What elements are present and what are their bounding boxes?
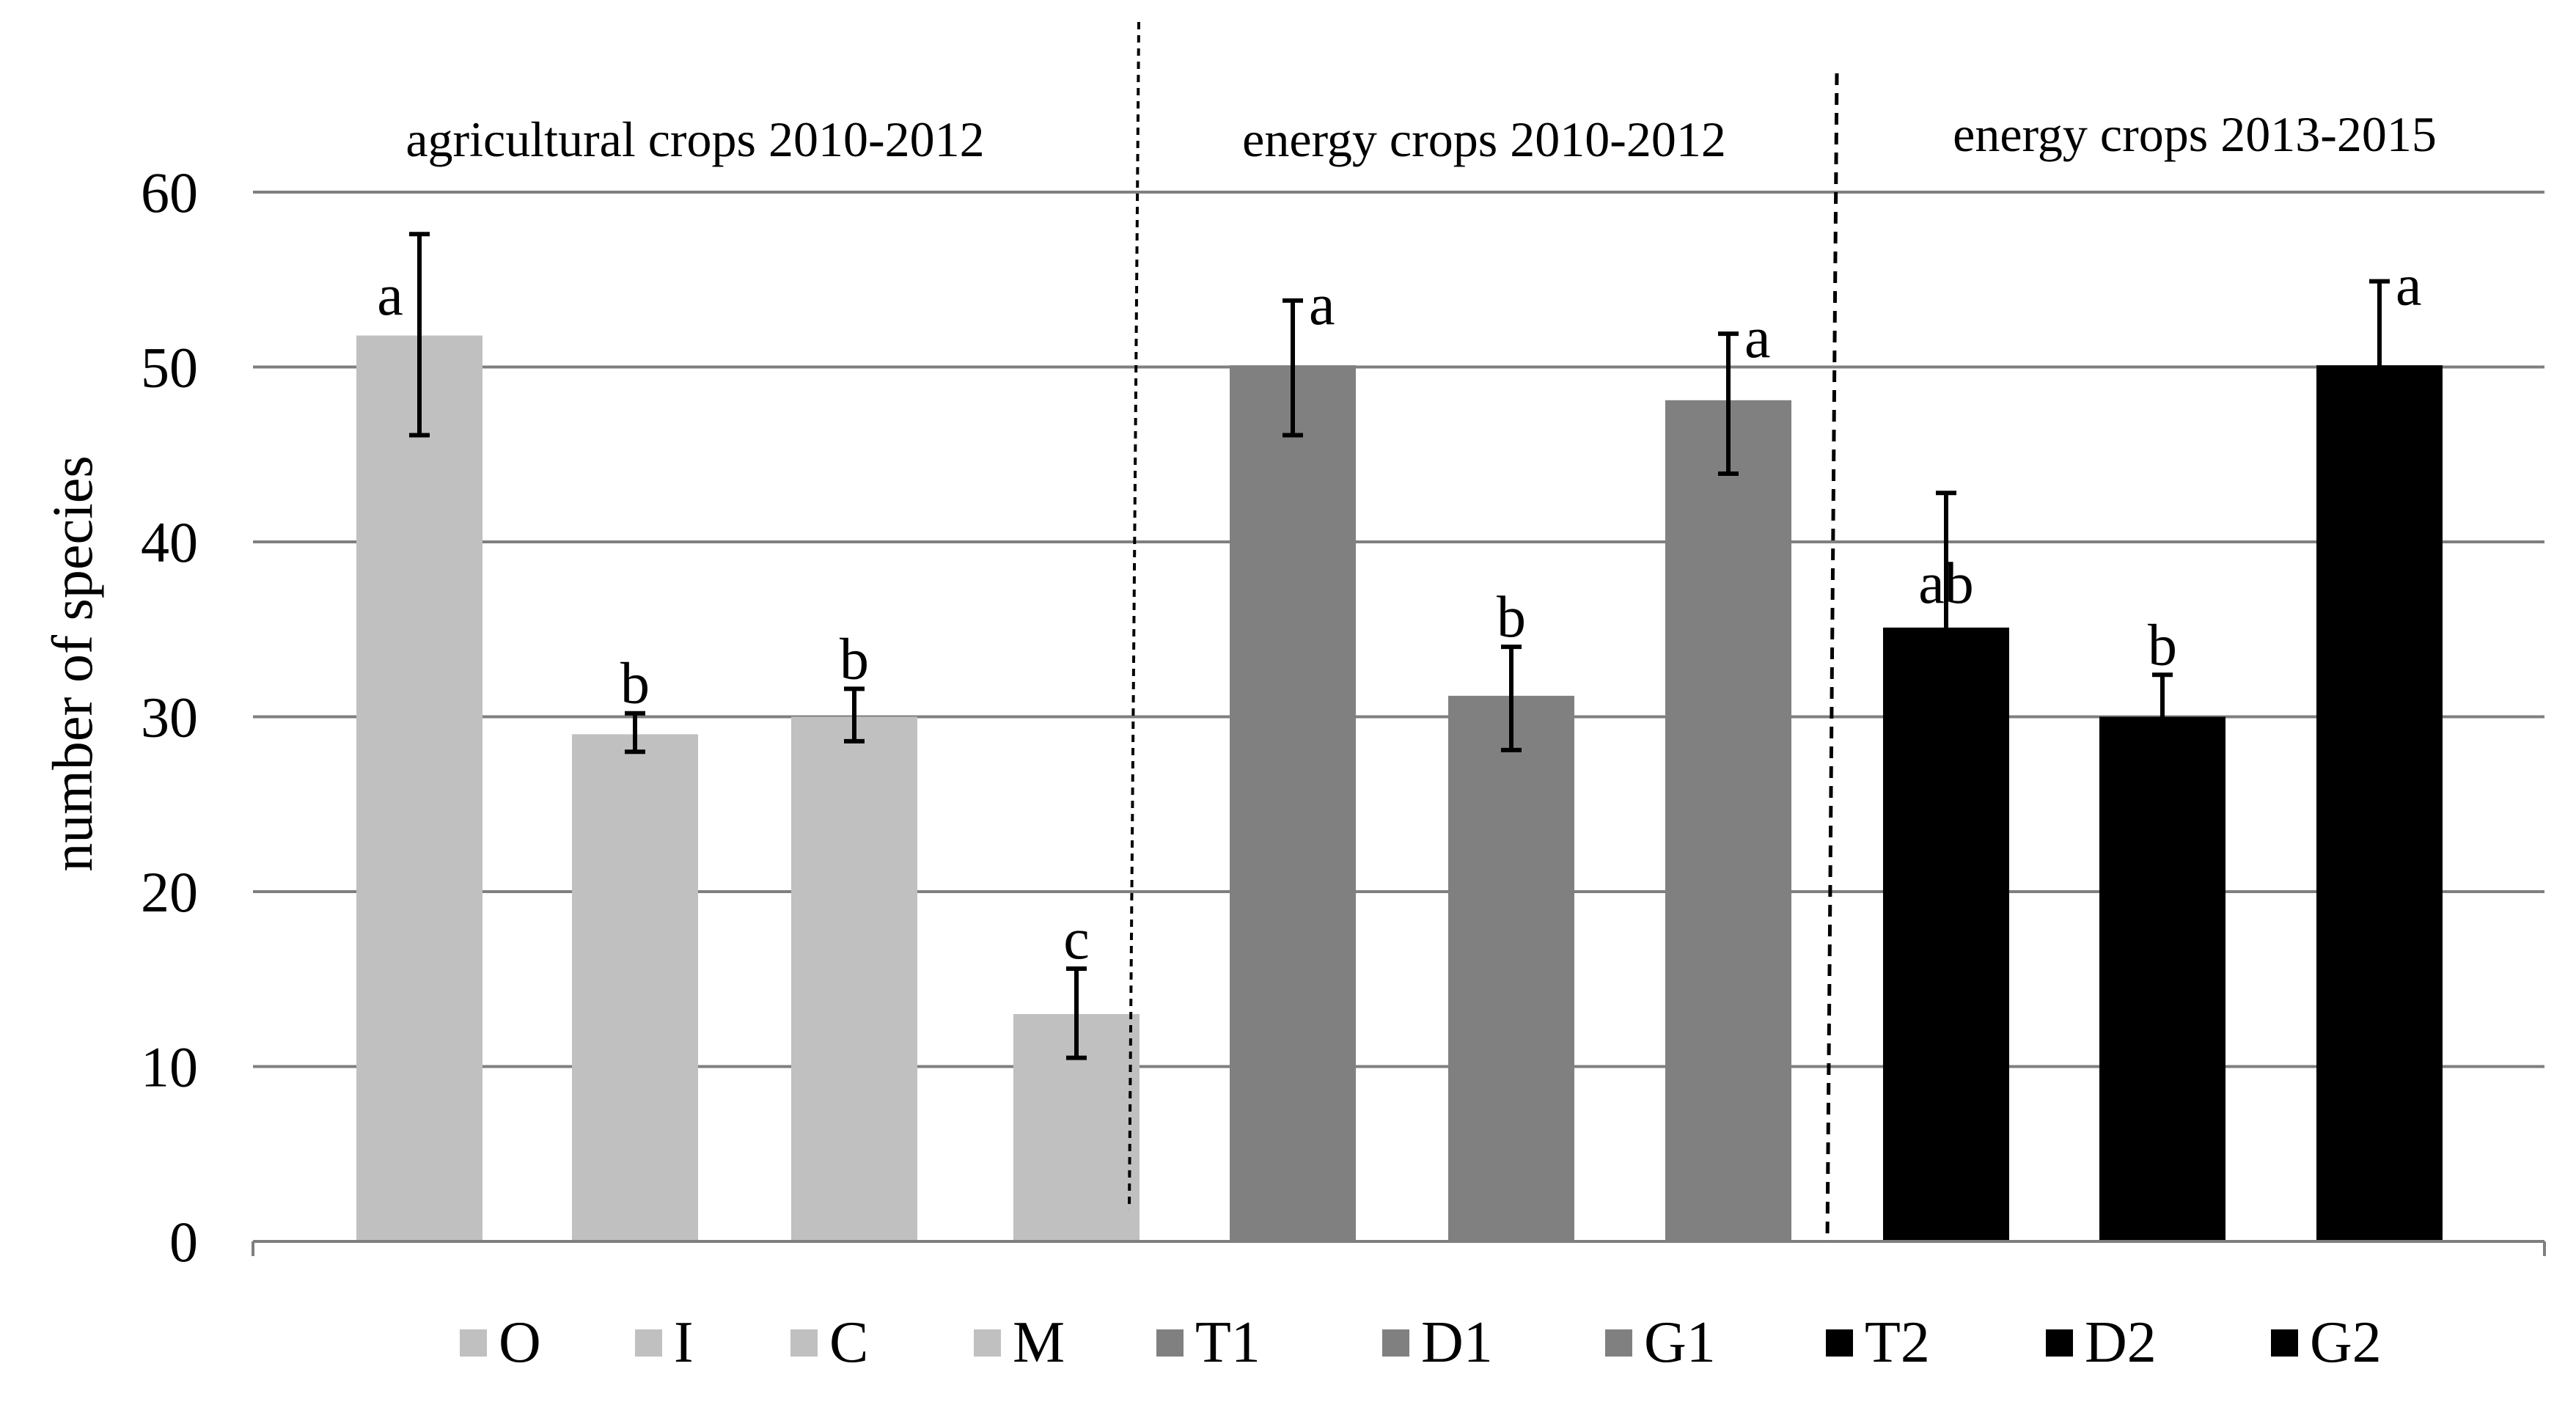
error-bar-T2 [1936, 491, 1956, 765]
group-label-energy-2010: energy crops 2010-2012 [1242, 111, 1726, 167]
bar-D1 [1448, 695, 1574, 1241]
y-tick-label: 50 [141, 336, 198, 400]
error-bar-G1 [1718, 331, 1739, 476]
bar-I [572, 734, 698, 1241]
bar-G2 [2316, 365, 2443, 1241]
y-tick-label: 60 [141, 161, 198, 224]
significance-letter-C: b [840, 627, 869, 691]
error-bar-D2 [2152, 672, 2173, 756]
legend-swatch-I [635, 1329, 662, 1357]
legend-swatch-M [974, 1329, 1001, 1357]
legend-swatch-T2 [1826, 1329, 1853, 1357]
y-tick-label: 40 [141, 510, 198, 574]
legend-label-T2: T2 [1865, 1310, 1930, 1375]
legend-label-D1: D1 [1421, 1310, 1493, 1375]
significance-letter-T1: a [1309, 273, 1335, 337]
axes [252, 1240, 2546, 1256]
legend-swatch-C [790, 1329, 818, 1357]
legend-swatch-G1 [1605, 1329, 1632, 1357]
significance-letter-G1: a [1744, 306, 1771, 370]
legend-swatch-D1 [1382, 1329, 1409, 1357]
y-tick-label: 30 [141, 686, 198, 749]
group-labels: agricultural crops 2010-2012 energy crop… [406, 106, 2437, 167]
group-separators [1128, 21, 1839, 1242]
bar-O [356, 335, 482, 1241]
significance-letter-D1: b [1497, 585, 1526, 650]
bar-T1 [1230, 365, 1356, 1241]
error-bar-M [1066, 966, 1087, 1060]
separator-2 [1825, 73, 1839, 1242]
legend-swatch-O [460, 1329, 487, 1357]
y-tick-label: 10 [141, 1035, 198, 1099]
bars [356, 335, 2443, 1242]
legend-label-G2: G2 [2310, 1310, 2382, 1375]
legend-label-T1: T1 [1195, 1310, 1261, 1375]
legend-swatch-D2 [2046, 1329, 2073, 1357]
significance-letter-I: b [620, 652, 650, 716]
group-label-agricultural: agricultural crops 2010-2012 [406, 111, 984, 167]
y-tick-labels: 0 10 20 30 40 50 60 [141, 161, 198, 1274]
error-bar-C [844, 686, 865, 744]
group-label-energy-2013: energy crops 2013-2015 [1953, 106, 2437, 162]
error-bars [409, 232, 2390, 1060]
error-bar-O [409, 232, 430, 438]
error-bar-T1 [1283, 298, 1303, 438]
legend-label-C: C [829, 1310, 868, 1375]
error-bar-I [625, 711, 645, 755]
bar-G1 [1665, 400, 1791, 1242]
legend-label-O: O [499, 1310, 541, 1375]
y-axis-label: number of species [40, 455, 104, 871]
legend-swatch-T1 [1156, 1329, 1184, 1357]
legend-swatch-G2 [2271, 1329, 2298, 1357]
legend-label-I: I [674, 1310, 694, 1375]
error-bar-D1 [1501, 645, 1522, 752]
bar-C [791, 716, 917, 1241]
y-tick-label: 20 [141, 860, 198, 924]
significance-letter-T2: ab [1918, 551, 1974, 616]
significance-letter-D2: b [2148, 613, 2177, 678]
legend-label-D2: D2 [2085, 1310, 2157, 1375]
error-bar-G2 [2369, 279, 2390, 457]
y-tick-label: 0 [169, 1210, 198, 1274]
legend: O I C M T1 D1 G1 T2 D2 G2 [460, 1310, 2382, 1375]
legend-label-G1: G1 [1644, 1310, 1716, 1375]
significance-letter-O: a [377, 263, 403, 328]
significance-letter-M: c [1063, 907, 1090, 972]
separator-1 [1128, 21, 1140, 1211]
significance-letter-G2: a [2396, 254, 2422, 318]
legend-label-M: M [1013, 1310, 1065, 1375]
bar-D2 [2099, 716, 2225, 1241]
